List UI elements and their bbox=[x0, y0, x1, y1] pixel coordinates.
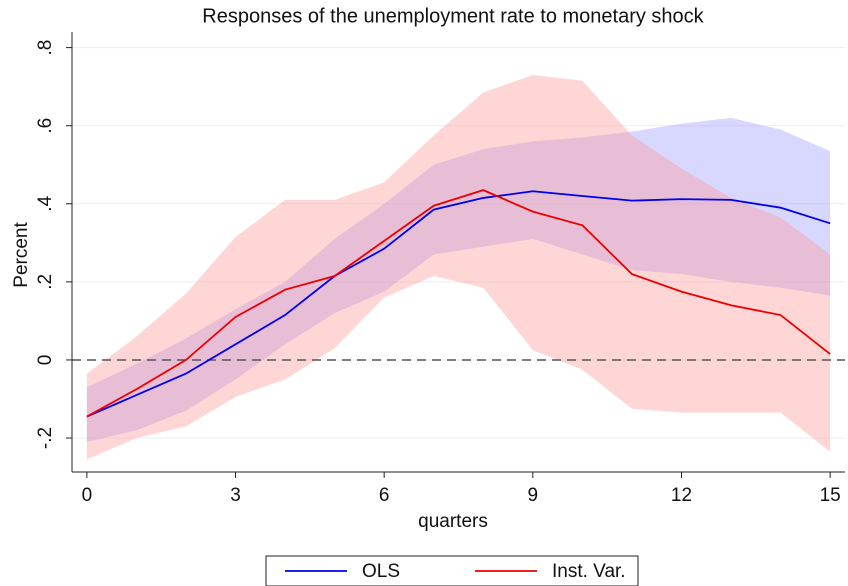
confidence-band bbox=[86, 117, 831, 442]
y-tick-label: .2 bbox=[35, 274, 56, 290]
y-tick-label: .8 bbox=[35, 40, 56, 56]
series-line bbox=[86, 189, 831, 418]
y-tick-label: .6 bbox=[35, 118, 56, 134]
y-axis-label: Percent bbox=[11, 222, 32, 288]
x-tick-label: 0 bbox=[82, 485, 93, 506]
x-tick-label: 3 bbox=[230, 485, 241, 506]
legend-label: Inst. Var. bbox=[552, 561, 626, 582]
series-line bbox=[86, 190, 831, 418]
x-axis-label: quarters bbox=[418, 511, 488, 532]
y-tick-label: 0 bbox=[35, 355, 56, 366]
legend-label: OLS bbox=[362, 561, 400, 582]
y-tick-label: -.2 bbox=[35, 427, 56, 449]
x-tick-label: 12 bbox=[671, 485, 692, 506]
y-tick-label: .4 bbox=[35, 195, 56, 211]
x-tick-label: 15 bbox=[820, 485, 841, 506]
confidence-band bbox=[86, 74, 831, 460]
chart-title: Responses of the unemployment rate to mo… bbox=[202, 5, 704, 27]
x-tick-label: 6 bbox=[379, 485, 390, 506]
x-tick-label: 9 bbox=[528, 485, 539, 506]
